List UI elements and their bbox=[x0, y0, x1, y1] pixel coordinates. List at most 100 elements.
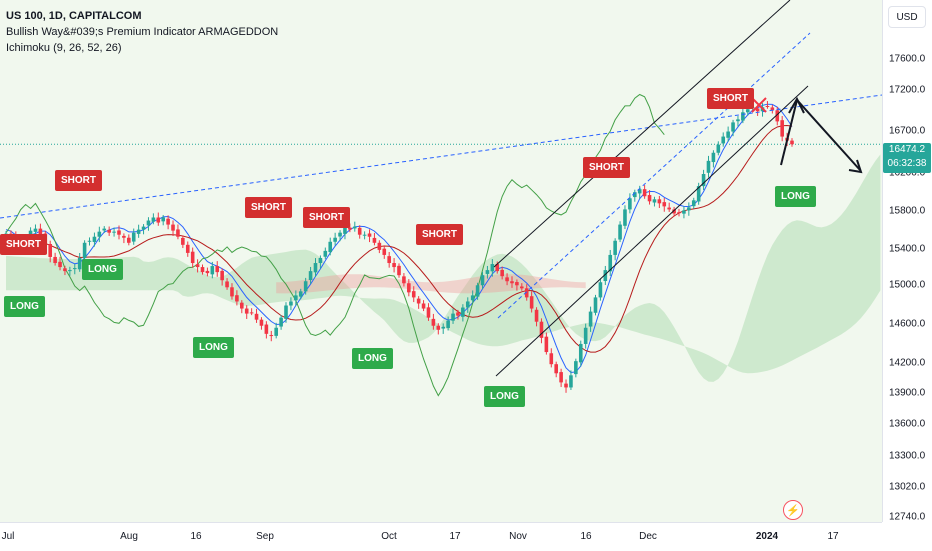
candle-body bbox=[136, 229, 141, 234]
candle bbox=[225, 278, 229, 290]
candle bbox=[323, 247, 328, 260]
candle-body bbox=[97, 231, 102, 237]
candle bbox=[185, 241, 190, 257]
long-signal-tag: LONG bbox=[352, 348, 393, 369]
candle bbox=[112, 227, 116, 237]
price-axis[interactable]: 17600.0 17200.0 16700.0 16200.0 15800.0 15400… bbox=[882, 0, 932, 523]
candle-body bbox=[755, 108, 760, 112]
candle bbox=[652, 196, 657, 207]
price-tick-label: 13900.0 bbox=[889, 387, 926, 399]
candle-body bbox=[583, 327, 588, 344]
candle-body bbox=[289, 301, 293, 306]
price-tick-label: 14200.0 bbox=[889, 357, 926, 369]
candle bbox=[372, 232, 377, 246]
time-tick-label: Nov bbox=[509, 531, 527, 542]
candle-body bbox=[721, 136, 726, 144]
candle bbox=[220, 268, 224, 286]
candle-body bbox=[475, 285, 480, 297]
price-tick-label: 13600.0 bbox=[889, 418, 926, 430]
current-price-value: 16474.2 bbox=[888, 144, 926, 155]
candle bbox=[701, 169, 706, 191]
candle-body bbox=[402, 276, 406, 284]
time-tick-label: 16 bbox=[190, 531, 202, 542]
candle bbox=[411, 286, 416, 303]
candle-body bbox=[736, 119, 740, 122]
candle bbox=[244, 305, 249, 319]
candle bbox=[352, 221, 357, 232]
candle bbox=[657, 195, 662, 208]
candle-body bbox=[141, 226, 146, 230]
candle bbox=[97, 226, 102, 243]
close-mark-icon bbox=[751, 97, 767, 113]
currency-button[interactable]: USD bbox=[888, 6, 926, 28]
price-chart[interactable] bbox=[0, 0, 882, 522]
chikou-span-line bbox=[0, 93, 665, 397]
candle bbox=[63, 265, 67, 276]
short-signal-tag: SHORT bbox=[0, 234, 47, 255]
candle-body bbox=[362, 234, 367, 236]
candle bbox=[574, 358, 578, 378]
candle bbox=[240, 300, 244, 314]
candle-body bbox=[367, 233, 372, 237]
candle-body bbox=[578, 343, 583, 363]
long-signal-tag: LONG bbox=[82, 259, 123, 280]
short-signal-tag: SHORT bbox=[245, 197, 292, 218]
candle-body bbox=[107, 229, 111, 233]
candle-body bbox=[534, 309, 539, 322]
candle-body bbox=[313, 263, 318, 273]
candle bbox=[308, 266, 313, 284]
candle-body bbox=[38, 228, 43, 235]
candle bbox=[451, 308, 455, 324]
candle bbox=[382, 245, 387, 259]
candle bbox=[667, 202, 671, 212]
candle bbox=[402, 273, 406, 287]
candle-body bbox=[298, 291, 303, 297]
symbol-title[interactable]: US 100, 1D, CAPITALCOM bbox=[6, 10, 142, 22]
bar-countdown: 06:32:38 bbox=[887, 158, 927, 169]
arrow-head-up bbox=[788, 96, 805, 114]
candle-body bbox=[780, 120, 784, 137]
candle bbox=[672, 206, 676, 217]
candle-body bbox=[77, 257, 82, 270]
candle-body bbox=[554, 364, 558, 374]
candle bbox=[741, 108, 745, 124]
candle bbox=[436, 323, 441, 335]
candle-body bbox=[122, 235, 126, 238]
candle-body bbox=[151, 217, 156, 222]
candle bbox=[230, 283, 234, 300]
candle-body bbox=[559, 372, 563, 383]
candle-body bbox=[706, 160, 711, 173]
candle bbox=[544, 332, 549, 355]
chart-area[interactable]: US 100, 1D, CAPITALCOM Bullish Way&#039;… bbox=[0, 0, 882, 522]
flash-icon[interactable]: ⚡ bbox=[783, 500, 803, 520]
candle bbox=[456, 309, 460, 320]
indicator-premium-label[interactable]: Bullish Way&#039;s Premium Indicator ARM… bbox=[6, 26, 279, 38]
candle bbox=[249, 308, 254, 316]
time-axis[interactable]: Jul Aug 16 Sep Oct 17 Nov 16 Dec 2024 17 bbox=[0, 522, 882, 551]
candle-body bbox=[672, 209, 676, 214]
candle-body bbox=[613, 240, 617, 255]
time-tick-label: 2024 bbox=[755, 531, 779, 542]
candle bbox=[583, 323, 588, 349]
candle-body bbox=[372, 237, 377, 243]
candle-body bbox=[131, 232, 136, 242]
candle bbox=[156, 212, 161, 226]
indicator-ichimoku-label[interactable]: Ichimoku (9, 26, 52, 26) bbox=[6, 42, 122, 54]
candle-body bbox=[210, 266, 215, 275]
candle bbox=[195, 259, 200, 273]
candle bbox=[470, 290, 475, 303]
candle bbox=[461, 304, 465, 322]
candle bbox=[53, 252, 57, 266]
long-signal-tag: LONG bbox=[775, 186, 816, 207]
candle bbox=[529, 291, 534, 313]
candle bbox=[416, 296, 421, 309]
candle-body bbox=[623, 209, 627, 226]
candle-body bbox=[230, 287, 234, 297]
price-tick-label: 15800.0 bbox=[889, 205, 926, 217]
kijun-sen-line bbox=[5, 124, 793, 353]
candle-body bbox=[387, 256, 391, 264]
candle-body bbox=[539, 321, 544, 338]
candle bbox=[82, 240, 87, 262]
candle bbox=[210, 261, 215, 279]
candle-body bbox=[593, 297, 598, 313]
